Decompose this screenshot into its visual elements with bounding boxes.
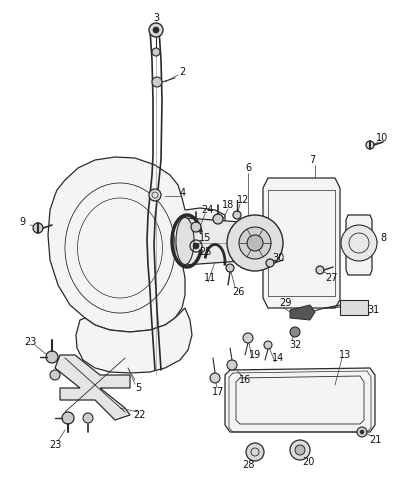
Circle shape	[243, 333, 253, 343]
Text: 17: 17	[212, 387, 224, 397]
Circle shape	[153, 27, 159, 33]
Polygon shape	[48, 157, 225, 332]
Circle shape	[366, 141, 374, 149]
Polygon shape	[76, 308, 192, 373]
Circle shape	[50, 370, 60, 380]
Text: 7: 7	[309, 155, 315, 165]
Circle shape	[266, 259, 274, 267]
Text: 26: 26	[232, 287, 244, 297]
Circle shape	[152, 77, 162, 87]
Text: 12: 12	[237, 195, 249, 205]
Text: 13: 13	[339, 350, 351, 360]
Circle shape	[233, 211, 241, 219]
Circle shape	[62, 412, 74, 424]
Ellipse shape	[248, 228, 262, 264]
Text: 10: 10	[376, 133, 388, 143]
Polygon shape	[225, 368, 375, 432]
Text: 25: 25	[200, 247, 212, 257]
Text: 4: 4	[180, 188, 186, 198]
Circle shape	[290, 440, 310, 460]
Circle shape	[46, 351, 58, 363]
Text: 23: 23	[24, 337, 36, 347]
Text: 15: 15	[199, 233, 211, 243]
Circle shape	[290, 327, 300, 337]
Circle shape	[239, 227, 271, 259]
Text: 27: 27	[326, 273, 338, 283]
Text: 23: 23	[49, 440, 61, 450]
Circle shape	[210, 373, 220, 383]
Text: 6: 6	[245, 163, 251, 173]
Circle shape	[149, 189, 161, 201]
Circle shape	[33, 223, 43, 233]
Circle shape	[357, 427, 367, 437]
Text: 20: 20	[302, 457, 314, 467]
Text: 29: 29	[279, 298, 291, 308]
Text: 2: 2	[179, 67, 185, 77]
Ellipse shape	[176, 217, 194, 264]
Text: 14: 14	[272, 353, 284, 363]
Text: 5: 5	[135, 383, 141, 393]
Circle shape	[149, 23, 163, 37]
Circle shape	[246, 443, 264, 461]
Text: 16: 16	[239, 375, 251, 385]
Text: 22: 22	[134, 410, 146, 420]
Circle shape	[227, 360, 237, 370]
Bar	[340, 300, 368, 315]
Circle shape	[227, 215, 283, 271]
Text: 3: 3	[153, 13, 159, 23]
Text: 18: 18	[222, 200, 234, 210]
Text: 9: 9	[19, 217, 25, 227]
Text: 8: 8	[380, 233, 386, 243]
Circle shape	[213, 214, 223, 224]
Text: 21: 21	[369, 435, 381, 445]
Circle shape	[152, 48, 160, 56]
Polygon shape	[290, 305, 315, 320]
Text: 32: 32	[289, 340, 301, 350]
Circle shape	[83, 413, 93, 423]
Polygon shape	[185, 218, 255, 265]
Text: 30: 30	[272, 253, 284, 263]
Text: 11: 11	[204, 273, 216, 283]
Circle shape	[341, 225, 377, 261]
Circle shape	[295, 445, 305, 455]
Polygon shape	[263, 178, 340, 308]
Text: 28: 28	[242, 460, 254, 470]
Polygon shape	[346, 215, 372, 275]
Circle shape	[193, 243, 199, 249]
Circle shape	[247, 235, 263, 251]
Polygon shape	[55, 355, 130, 420]
Text: 31: 31	[367, 305, 379, 315]
Text: 24: 24	[201, 205, 213, 215]
Text: 19: 19	[249, 350, 261, 360]
Circle shape	[360, 430, 364, 434]
Circle shape	[316, 266, 324, 274]
Circle shape	[264, 341, 272, 349]
Circle shape	[226, 264, 234, 272]
Circle shape	[191, 222, 201, 232]
